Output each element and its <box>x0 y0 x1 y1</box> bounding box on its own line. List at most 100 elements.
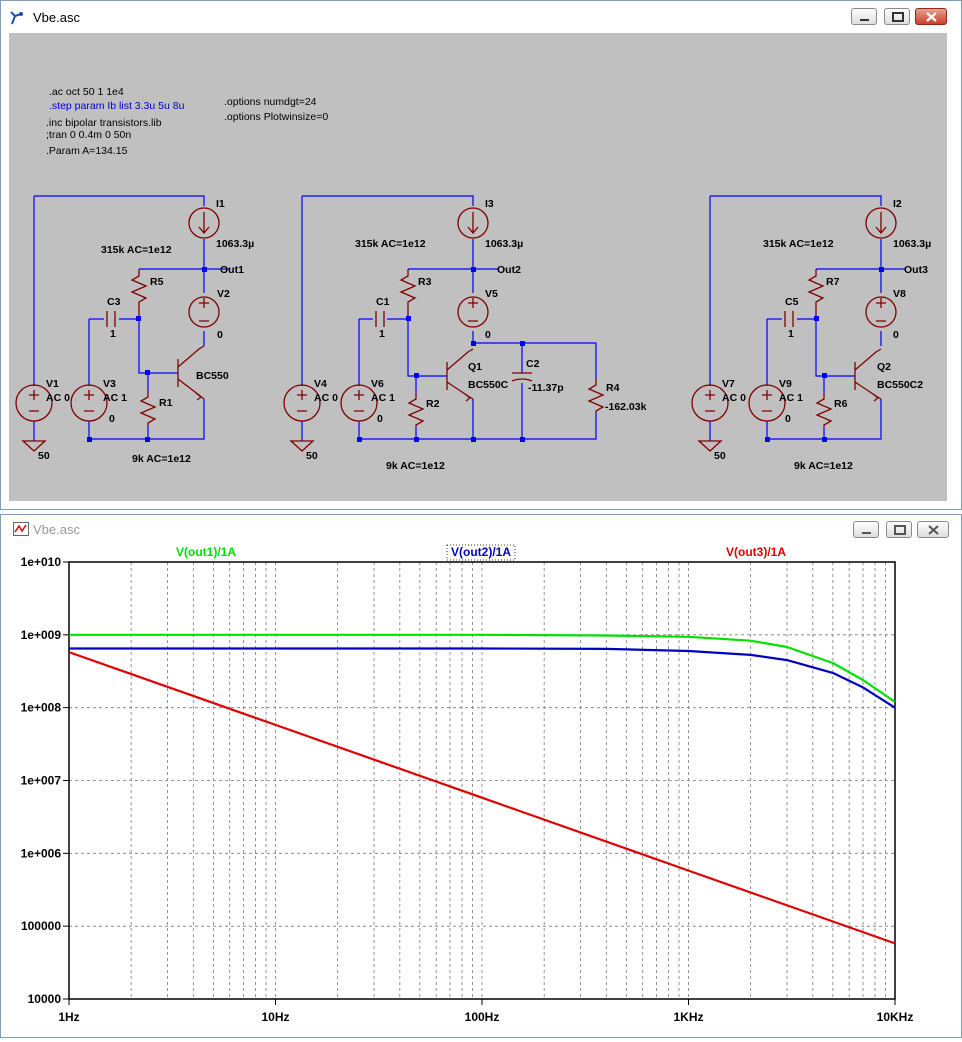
series-line <box>69 633 896 703</box>
schematic-app-icon <box>10 11 23 25</box>
label-v3: V3 <box>103 378 116 390</box>
plot-grid <box>69 562 895 999</box>
waveform-icon <box>13 522 29 536</box>
x-tick-label: 10Hz <box>261 1010 289 1024</box>
x-tick-labels: 1Hz 10Hz 100Hz 1KHz 10KHz <box>58 999 913 1024</box>
label-r6: R6 <box>834 398 848 410</box>
label-q1: Q1 <box>468 361 482 373</box>
x-tick-label: 10KHz <box>877 1010 914 1024</box>
label-r2: R2 <box>426 398 440 410</box>
plot-close-button[interactable] <box>917 521 949 538</box>
label-r7: R7 <box>826 276 840 288</box>
y-tick-label: 1e+008 <box>21 701 62 715</box>
value-r5: 315k AC=1e12 <box>101 244 172 256</box>
value-c1: 1 <box>379 328 385 340</box>
plot-canvas[interactable]: 1e+010 1e+009 1e+008 1e+007 1e+006 100000 1000… <box>1 541 961 1037</box>
value-v4: AC 0 <box>314 392 338 404</box>
dc-v6: 0 <box>377 413 383 425</box>
legend-focus-box <box>446 544 516 561</box>
directive-param[interactable]: .Param A=134.15 <box>46 145 128 157</box>
value-v2: 0 <box>217 329 223 341</box>
directive-numdgt[interactable]: .options numdgt=24 <box>224 96 317 108</box>
schematic-minimize-button[interactable] <box>851 8 877 25</box>
minimize-icon <box>860 19 869 21</box>
label-c5: C5 <box>785 296 799 308</box>
plot-traces <box>68 633 896 945</box>
plot-legend: V(out1)/1A V(out2)/1A V(out3)/1A <box>176 544 786 561</box>
plot-maximize-button[interactable] <box>886 521 912 538</box>
x-tick-label: 1KHz <box>673 1010 703 1024</box>
y-tick-label: 1e+010 <box>21 555 62 569</box>
label-out1: Out1 <box>220 264 244 276</box>
model-bc550c: BC550C <box>468 379 509 391</box>
label-i3: I3 <box>485 198 494 210</box>
label-v2: V2 <box>217 288 230 300</box>
directive-tran[interactable]: ;tran 0 0.4m 0 50n <box>46 129 131 141</box>
label-c2: C2 <box>526 358 540 370</box>
circuit-2: I3 1063.3µ 315k AC=1e12 R3 C1 1 Out2 V5 … <box>283 195 647 472</box>
gnd-value-1: 50 <box>38 450 50 462</box>
value-i1: 1063.3µ <box>216 238 254 250</box>
model-bc550: BC550 <box>196 370 229 382</box>
plot-titlebar[interactable]: Vbe.asc <box>1 515 961 541</box>
label-r5: R5 <box>150 276 164 288</box>
label-c1: C1 <box>376 296 390 308</box>
label-r1: R1 <box>159 397 173 409</box>
dc-v3: 0 <box>109 413 115 425</box>
schematic-maximize-button[interactable] <box>884 8 910 25</box>
value-c2: -11.37p <box>528 382 564 394</box>
x-tick-label: 1Hz <box>58 1010 79 1024</box>
maximize-icon <box>892 12 904 22</box>
y-tick-label: 1e+006 <box>21 846 62 860</box>
dc-v9: 0 <box>785 413 791 425</box>
label-v1: V1 <box>46 378 59 390</box>
y-tick-label: 10000 <box>28 992 62 1006</box>
schematic-titlebar[interactable]: Vbe.asc <box>1 1 961 33</box>
label-q2: Q2 <box>877 361 891 373</box>
plot-window-title: Vbe.asc <box>33 522 80 537</box>
value-v5: 0 <box>485 329 491 341</box>
maximize-icon <box>894 525 906 535</box>
value-v8: 0 <box>893 329 899 341</box>
legend-entry: V(out2)/1A <box>451 545 511 559</box>
directive-inc[interactable]: .inc bipolar transistors.lib <box>46 117 162 129</box>
value-r2: 9k AC=1e12 <box>386 460 445 472</box>
schematic-window: Vbe.asc .ac oct 50 1 1e4 .step param Ib … <box>0 0 962 510</box>
value-c3: 1 <box>110 328 116 340</box>
value-r1: 9k AC=1e12 <box>132 453 191 465</box>
value-v1: AC 0 <box>46 392 70 404</box>
plot-window: Vbe.asc 1e+010 1e+009 1e+008 1e+007 1e+006 10… <box>0 514 962 1038</box>
schematic-drawing: .ac oct 50 1 1e4 .step param Ib list 3.3… <box>15 86 931 472</box>
model-bc550c2: BC550C2 <box>877 379 923 391</box>
label-v9: V9 <box>779 378 792 390</box>
directive-plotwinsize[interactable]: .options Plotwinsize=0 <box>224 111 328 123</box>
value-v7: AC 0 <box>722 392 746 404</box>
y-tick-label: 1e+007 <box>21 774 62 788</box>
gnd-value-3: 50 <box>714 450 726 462</box>
plot-minimize-button[interactable] <box>853 521 879 538</box>
value-v3: AC 1 <box>103 392 127 404</box>
value-r6: 9k AC=1e12 <box>794 460 853 472</box>
schematic-canvas[interactable]: .ac oct 50 1 1e4 .step param Ib list 3.3… <box>9 33 947 501</box>
schematic-close-button[interactable] <box>915 8 947 25</box>
label-v6: V6 <box>371 378 384 390</box>
value-v9: AC 1 <box>779 392 803 404</box>
label-r4: R4 <box>606 382 620 394</box>
directive-step[interactable]: .step param Ib list 3.3u 5u 8u <box>49 100 185 112</box>
minimize-icon <box>862 532 871 534</box>
schematic-window-title: Vbe.asc <box>33 10 80 25</box>
circuit-3: I2 1063.3µ 315k AC=1e12 R7 C5 1 Out3 V8 … <box>691 195 931 472</box>
label-i1: I1 <box>216 198 225 210</box>
waveform-plot: 1e+010 1e+009 1e+008 1e+007 1e+006 100000 1000… <box>21 544 913 1024</box>
label-r3: R3 <box>418 276 432 288</box>
y-tick-label: 1e+009 <box>21 628 62 642</box>
value-c5: 1 <box>788 328 794 340</box>
value-r3: 315k AC=1e12 <box>355 238 426 250</box>
label-v8: V8 <box>893 288 906 300</box>
value-r7: 315k AC=1e12 <box>763 238 834 250</box>
circuit-1: I1 1063.3µ 315k AC=1e12 R5 C3 1 Out1 V2 … <box>15 195 254 465</box>
gnd-value-2: 50 <box>306 450 318 462</box>
label-v5: V5 <box>485 288 498 300</box>
directive-ac[interactable]: .ac oct 50 1 1e4 <box>49 86 124 98</box>
x-tick-label: 100Hz <box>465 1010 500 1024</box>
